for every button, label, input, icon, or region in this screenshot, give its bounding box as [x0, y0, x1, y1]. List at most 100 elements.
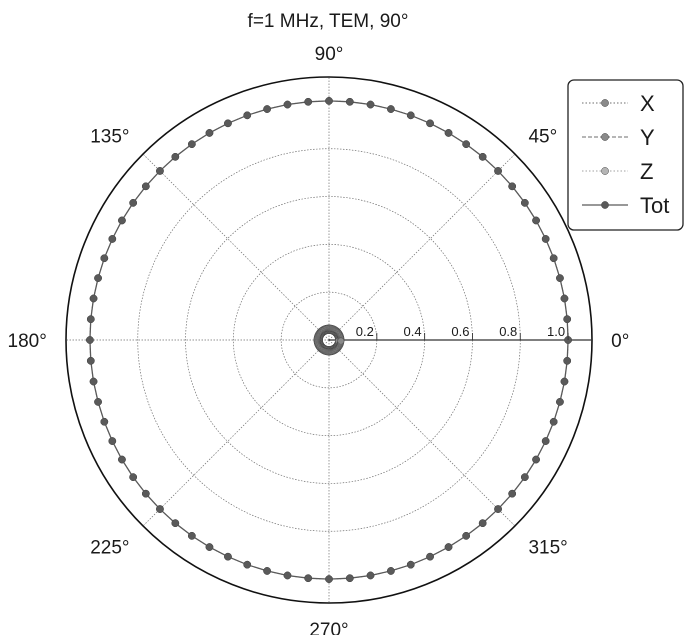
angle-tick-label: 270° — [309, 620, 348, 635]
series-marker-tot — [478, 519, 487, 528]
series-marker-tot — [171, 152, 180, 161]
series-marker-tot — [521, 199, 529, 207]
legend-label-x: X — [640, 91, 655, 116]
series-marker-tot — [556, 274, 564, 282]
series-marker-tot — [560, 377, 569, 386]
series-marker-tot — [521, 473, 529, 481]
series-marker-tot — [205, 543, 214, 551]
series-marker-tot — [243, 560, 252, 569]
legend: XYZ Tot — [567, 79, 684, 231]
series-marker-tot — [345, 574, 354, 583]
series-marker-tot — [141, 489, 150, 498]
angle-tick-label: 135° — [90, 127, 129, 148]
radial-tick-label: 0.6 — [451, 324, 469, 339]
series-marker-tot — [108, 437, 117, 445]
angle-tick-label: 180° — [8, 331, 47, 352]
series-marker-tot — [283, 571, 292, 580]
series-marker-tot — [129, 199, 137, 207]
angle-tick-label: 90° — [315, 44, 344, 65]
series-marker-tot — [494, 167, 502, 175]
series-marker-tot — [462, 532, 470, 540]
legend-label-y: Y — [640, 125, 655, 150]
series-marker-tot — [563, 356, 572, 365]
series-marker-tot — [283, 100, 292, 109]
series-marker-tot — [118, 216, 126, 225]
series-marker-tot — [478, 152, 487, 161]
series-marker-tot — [508, 182, 517, 191]
series-marker-tot — [243, 111, 252, 120]
angular-grid-spoke — [328, 153, 516, 341]
angle-tick-label: 45° — [528, 127, 557, 148]
legend-marker-y — [601, 133, 609, 141]
series-marker-tot — [387, 105, 395, 113]
series-marker-tot — [89, 377, 98, 386]
series-marker-tot — [494, 505, 502, 513]
series-marker-tot — [304, 97, 313, 106]
angular-grid-spoke — [142, 153, 330, 341]
series-marker-tot — [426, 119, 434, 128]
series-marker-tot — [205, 129, 214, 137]
series-marker-tot — [532, 455, 540, 464]
series-marker-tot — [263, 567, 271, 575]
series-marker-tot — [224, 552, 232, 561]
series-marker-tot — [304, 574, 313, 583]
series-marker-tot — [444, 543, 453, 551]
series-marker-tot — [406, 560, 415, 569]
series-marker-tot — [89, 294, 98, 303]
series-marker-tot — [366, 100, 375, 109]
series-marker-tot — [86, 336, 94, 344]
series-marker-tot — [325, 97, 333, 105]
series-marker-tot — [156, 505, 164, 513]
legend-marker-tot — [601, 201, 609, 209]
legend-marker-x — [601, 99, 609, 107]
series-marker-tot — [406, 111, 415, 120]
series-marker-tot — [108, 235, 117, 243]
series-marker-y — [337, 337, 345, 345]
series-marker-tot — [345, 97, 354, 106]
series-marker-tot — [100, 417, 109, 426]
series-marker-tot — [129, 473, 137, 481]
series-marker-tot — [86, 315, 95, 324]
series-marker-tot — [541, 437, 550, 445]
series-marker-tot — [188, 532, 196, 540]
series-marker-tot — [426, 552, 434, 561]
radial-tick-label: 1.0 — [547, 324, 565, 339]
legend-label-tot: Tot — [640, 193, 669, 218]
radial-tick-label: 0.4 — [404, 324, 422, 339]
series-marker-tot — [156, 167, 164, 175]
legend-marker-z — [601, 167, 609, 175]
legend-label-z: Z — [640, 159, 653, 184]
tick-labels: 0° 45° 90° 135° 180° 225° 270° 315° 0.2 0.4 0.6 0.8… — [8, 44, 630, 640]
legend-box — [567, 79, 684, 231]
angle-tick-label: 0° — [611, 331, 629, 352]
series-marker-tot — [387, 567, 395, 575]
legend-items: XYZ Tot — [582, 91, 669, 218]
radial-tick-label: 0.8 — [499, 324, 517, 339]
angular-grid-spoke — [142, 339, 330, 527]
angle-tick-label: 315° — [528, 537, 567, 558]
series-marker-tot — [86, 356, 95, 365]
series-marker-tot — [325, 575, 333, 583]
chart-title: f=1 MHz, TEM, 90° — [248, 11, 409, 32]
series-marker-tot — [549, 417, 558, 426]
series-marker-tot — [560, 294, 569, 303]
angular-grid-spoke — [328, 339, 516, 527]
series-marker-tot — [462, 140, 470, 148]
series-marker-tot — [118, 455, 126, 464]
polar-grid — [65, 76, 593, 604]
series-marker-tot — [100, 254, 109, 263]
series-marker-tot — [94, 274, 102, 282]
series-marker-tot — [541, 235, 550, 243]
series-marker-tot — [263, 105, 271, 113]
series-marker-tot — [188, 140, 196, 148]
series-marker-tot — [94, 398, 102, 406]
series-layer — [86, 97, 572, 583]
series-marker-tot — [366, 571, 375, 580]
series-marker-tot — [171, 519, 180, 528]
series-marker-tot — [224, 119, 232, 128]
series-marker-tot — [444, 129, 453, 137]
series-marker-tot — [508, 489, 517, 498]
series-marker-tot — [141, 182, 150, 191]
